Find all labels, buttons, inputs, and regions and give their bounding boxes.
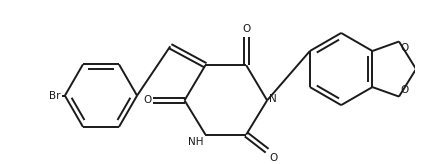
Text: O: O — [400, 85, 408, 95]
Text: O: O — [269, 153, 277, 163]
Text: N: N — [269, 94, 277, 104]
Text: NH: NH — [188, 137, 204, 147]
Text: O: O — [143, 95, 151, 105]
Text: O: O — [400, 43, 408, 53]
Text: O: O — [242, 24, 250, 34]
Text: Br: Br — [49, 91, 60, 101]
